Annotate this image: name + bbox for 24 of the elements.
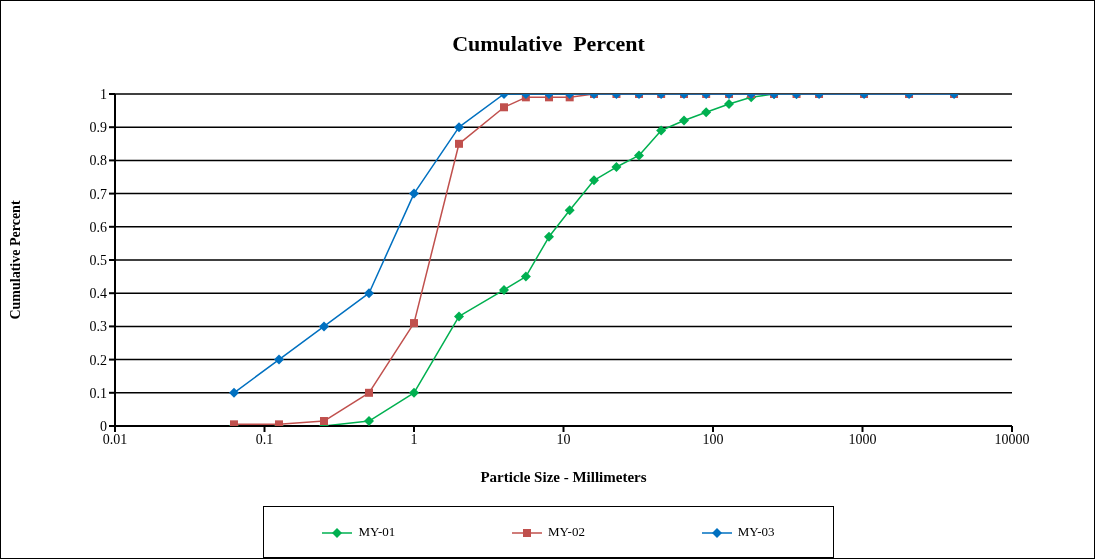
legend-label: MY-01	[357, 524, 396, 540]
y-tick-label: 0.8	[89, 153, 107, 169]
x-tick-label: 10000	[994, 431, 1030, 447]
legend-label: MY-03	[736, 524, 775, 540]
y-tick-label: 1	[100, 86, 107, 102]
y-tick-label: 0.7	[89, 186, 107, 202]
x-tick-label: 1000	[848, 431, 877, 447]
y-tick-label: 0.2	[89, 352, 107, 368]
x-tick-label: 1	[410, 431, 418, 447]
y-axis-title: Cumulative Percent	[7, 200, 23, 320]
x-tick-label: 10	[556, 431, 571, 447]
x-tick-label: 100	[702, 431, 724, 447]
y-tick-label: 0.5	[89, 252, 107, 268]
y-tick-label: 0.4	[89, 286, 107, 302]
chart-title: Cumulative Percent	[451, 31, 646, 57]
y-tick-label: 0.3	[89, 319, 107, 335]
y-tick-label: 0.6	[89, 219, 107, 235]
x-tick-label: 0.1	[255, 431, 274, 447]
y-tick-label: 0.9	[89, 120, 107, 136]
x-axis-title: Particle Size - Millimeters	[480, 468, 647, 485]
x-tick-label: 0.01	[102, 431, 128, 447]
y-tick-label: 0	[100, 418, 107, 434]
y-tick-label: 0.1	[89, 385, 107, 401]
legend-label: MY-02	[547, 524, 585, 540]
